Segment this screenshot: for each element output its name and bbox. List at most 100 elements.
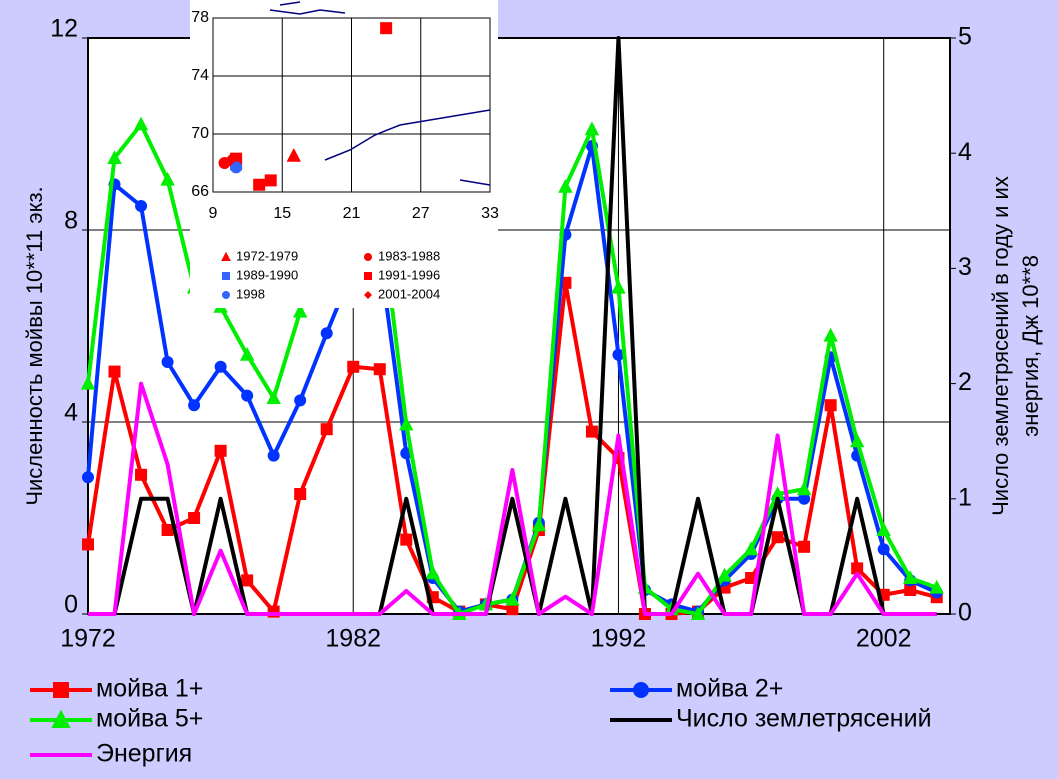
marker [222, 272, 230, 280]
marker [823, 327, 838, 342]
marker [585, 425, 598, 438]
legend-label: 2001-2004 [378, 286, 440, 301]
marker [612, 348, 625, 361]
y-tick-label: 4 [64, 399, 78, 427]
marker [347, 360, 360, 373]
legend-label: 1972-1979 [236, 248, 298, 263]
marker [611, 279, 626, 294]
y2-tick-label: 0 [958, 599, 972, 627]
marker [798, 492, 811, 505]
marker [108, 365, 121, 378]
marker [320, 423, 333, 436]
marker [266, 390, 281, 404]
marker [82, 538, 94, 551]
marker [717, 567, 732, 582]
legend-label: мойва 1+ [96, 675, 203, 703]
y-tick-label: 12 [50, 15, 78, 43]
marker [425, 565, 440, 580]
marker [770, 486, 785, 500]
x-tick-label: 21 [343, 205, 361, 222]
marker [253, 178, 266, 191]
marker [851, 562, 864, 575]
marker [292, 303, 308, 318]
marker [161, 356, 174, 368]
marker [364, 291, 372, 299]
marker [743, 541, 759, 556]
marker [558, 179, 573, 193]
y2-tick-label: 1 [958, 483, 972, 511]
marker [876, 522, 891, 536]
marker [214, 360, 227, 373]
x-tick-label: 1992 [591, 625, 647, 653]
y-tick-label: 0 [64, 591, 78, 619]
marker [399, 416, 414, 431]
marker [824, 399, 837, 412]
coastline [269, 1, 346, 15]
marker [135, 468, 148, 481]
marker [373, 363, 386, 376]
y2-tick-label: 2 [958, 368, 972, 396]
marker [294, 488, 307, 500]
marker [903, 570, 918, 584]
x-tick-label: 33 [481, 205, 499, 222]
marker [230, 161, 243, 174]
marker [849, 433, 865, 448]
y2-tick-label: 4 [958, 138, 972, 166]
legend-label: 1991-1996 [378, 267, 440, 282]
marker [214, 444, 227, 457]
x-tick-label: 27 [412, 205, 430, 222]
marker [188, 512, 201, 524]
legend-label: 1998 [236, 286, 265, 301]
marker [796, 481, 812, 496]
marker [380, 22, 393, 35]
legend-label: 1983-1988 [378, 248, 440, 263]
marker [771, 531, 784, 544]
y-tick-label: 74 [191, 67, 209, 84]
legend-label: мойва 2+ [676, 675, 783, 703]
y-tick-label: 66 [191, 183, 209, 200]
marker [222, 291, 230, 299]
x-tick-label: 1982 [325, 625, 381, 653]
y2-tick-label: 5 [958, 23, 972, 51]
marker [877, 543, 890, 556]
inset-chart: 9 15 21 27 33 66 70 74 78 1972-1979 1983-1988 1989-… [191, 9, 499, 301]
marker [80, 375, 96, 390]
marker [584, 121, 600, 136]
y2-axis-title: энергия, Дж 10**8 [1018, 255, 1043, 437]
marker [286, 147, 301, 162]
marker [239, 347, 255, 361]
marker [267, 449, 280, 462]
marker [506, 603, 519, 616]
marker [264, 174, 277, 187]
marker [107, 150, 122, 164]
marker [188, 399, 201, 412]
marker [633, 682, 649, 698]
legend-label: Энергия [96, 740, 192, 768]
x-tick-label: 2002 [856, 625, 912, 653]
inset-frame [212, 17, 491, 193]
legend-label: Число землетрясений [676, 705, 932, 733]
marker [161, 524, 174, 536]
marker [241, 389, 254, 402]
y-tick-label: 78 [191, 9, 209, 26]
marker [221, 251, 231, 261]
marker [241, 574, 254, 587]
series-line [88, 381, 937, 616]
legend-label: мойва 5+ [96, 705, 203, 733]
x-tick-label: 1972 [60, 625, 116, 653]
marker [160, 171, 175, 186]
y-tick-label: 70 [191, 125, 209, 142]
marker [400, 533, 413, 546]
marker [690, 606, 706, 620]
y-tick-label: 8 [64, 207, 78, 235]
marker [53, 682, 69, 698]
marker [364, 272, 372, 280]
coastline [324, 109, 491, 186]
marker [929, 579, 944, 594]
marker [294, 394, 307, 407]
marker [798, 540, 811, 553]
y2-tick-label: 3 [958, 253, 972, 281]
x-tick-label: 15 [273, 205, 291, 222]
